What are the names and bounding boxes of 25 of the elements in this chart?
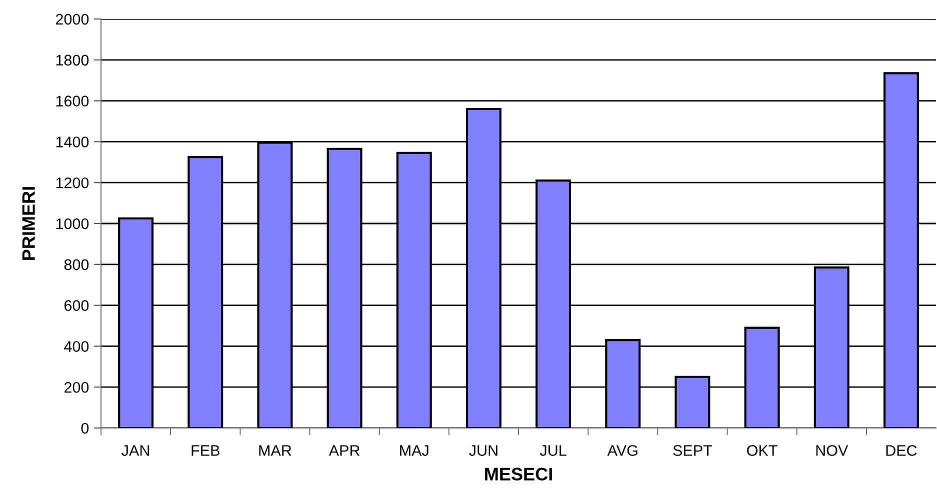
y-tick-label: 1400 [56, 136, 89, 148]
x-axis-title: MESECI [485, 468, 552, 481]
y-tick-label: 200 [64, 382, 89, 393]
x-tick-label: MAR [259, 445, 292, 456]
y-axis-title: PRIMERI [22, 187, 35, 260]
y-tick-label: 0 [81, 422, 89, 434]
x-tick-label: DEC [886, 445, 917, 456]
x-tick-label: NOV [816, 445, 848, 456]
y-tick-label: 600 [64, 300, 89, 311]
x-tick-label: JAN [122, 445, 149, 456]
x-tick-label: OKT [747, 445, 778, 456]
x-tick-label: JUN [469, 445, 498, 456]
y-tick-label: 800 [64, 259, 89, 270]
x-tick-label: AVG [607, 445, 638, 456]
y-tick-label: 1200 [56, 177, 89, 188]
y-tick-label: 2000 [56, 14, 89, 25]
x-tick-label: SEPT [673, 445, 712, 456]
y-tick-label: 400 [64, 341, 89, 352]
x-tick-label: FEB [192, 445, 220, 456]
y-tick-label: 1800 [56, 54, 89, 66]
x-tick-label: JUL [540, 445, 566, 456]
x-tick-label: APR [328, 445, 360, 456]
x-tick-label: MAJ [400, 445, 428, 456]
y-tick-label: 1600 [56, 96, 89, 106]
y-tick-label: 1000 [56, 218, 89, 230]
